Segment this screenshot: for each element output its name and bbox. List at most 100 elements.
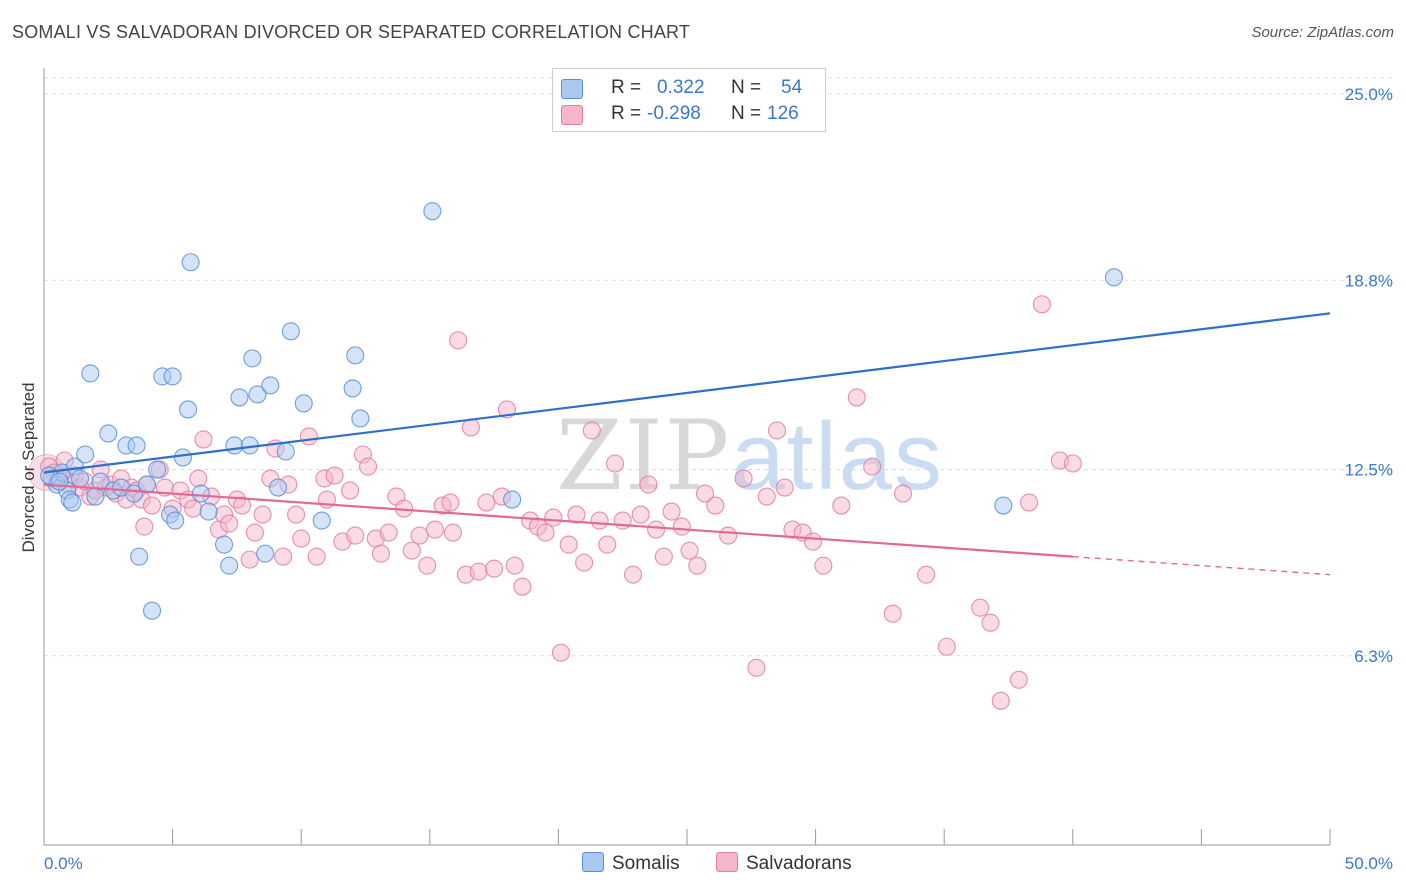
- somali-point: [269, 478, 288, 497]
- somali-r-label: R =: [611, 77, 642, 98]
- somali-point: [243, 349, 262, 368]
- salvadoran-point: [341, 481, 360, 500]
- salvadoran-r-label: R =: [611, 103, 642, 124]
- salvadoran-n-value: 126: [767, 103, 799, 124]
- salvadoran-point: [590, 511, 609, 530]
- salvadoran-point: [220, 514, 239, 533]
- salvadoran-point: [1063, 454, 1082, 473]
- salvadoran-point: [706, 496, 725, 515]
- y-tick-label: 18.8%: [1345, 271, 1393, 290]
- salvadoran-point: [662, 502, 681, 521]
- salvadoran-point: [623, 565, 643, 584]
- salvadoran-point: [1020, 493, 1039, 512]
- salvadoran-point: [847, 388, 866, 407]
- somali-point: [173, 448, 192, 467]
- y-axis-label: Divorced or Separated: [19, 382, 38, 552]
- salvadoran-point: [863, 457, 882, 476]
- salvadoran-point: [695, 484, 715, 503]
- somali-trend-line: [43, 312, 1331, 474]
- somali-point: [225, 436, 244, 455]
- salvadoran-swatch: [561, 105, 583, 125]
- salvadoran-point: [307, 547, 326, 566]
- salvadoran-point: [379, 523, 398, 542]
- salvadoran-point: [485, 559, 504, 578]
- salvadoran-point: [245, 523, 264, 542]
- salvadoran-r-value: -0.298: [647, 103, 701, 124]
- salvadoran-trend-line: [43, 483, 1073, 558]
- salvadoran-point: [567, 505, 586, 524]
- somali-point: [248, 385, 267, 404]
- somali-point: [994, 496, 1013, 515]
- salvadoran-point: [1009, 670, 1028, 689]
- salvadoran-point: [253, 505, 272, 524]
- salvadoran-point: [767, 421, 787, 440]
- somali-point: [181, 253, 200, 272]
- salvadoran-point: [1032, 295, 1051, 314]
- salvadoran-point: [299, 427, 318, 446]
- salvadoran-point: [883, 604, 902, 623]
- salvadoran-point: [325, 466, 344, 485]
- salvadoran-point: [505, 556, 524, 575]
- correlation-legend: R = 0.322 N = 54 R = -0.298 N = 126: [552, 68, 826, 132]
- somali-point: [256, 544, 275, 563]
- salvadoran-point: [232, 496, 252, 515]
- salvadoran-point: [814, 556, 833, 575]
- salvadoran-point: [142, 496, 162, 515]
- somali-point: [81, 364, 100, 383]
- salvadoran-trend-extension: [1072, 555, 1331, 576]
- somali-point: [294, 394, 313, 413]
- y-tick-label: 12.5%: [1345, 461, 1393, 480]
- somali-point: [220, 556, 239, 575]
- salvadoran-point: [402, 541, 421, 560]
- salvadoran-point: [513, 577, 532, 596]
- somali-point: [343, 379, 362, 398]
- chart-source: Source: ZipAtlas.com: [1251, 24, 1394, 41]
- somali-point: [148, 460, 167, 479]
- somali-point: [276, 442, 295, 461]
- axis-layer: [43, 68, 1331, 846]
- point-layer: [28, 202, 1124, 710]
- salvadoran-point: [775, 478, 794, 497]
- somali-point: [351, 409, 370, 428]
- grid-layer: [44, 77, 1395, 657]
- somali-point: [142, 601, 162, 620]
- trend-layer: [43, 312, 1331, 576]
- somali-point: [163, 367, 182, 386]
- somali-point: [281, 322, 300, 341]
- salvadoran-point: [477, 493, 496, 512]
- salvadoran-point: [410, 526, 429, 545]
- y-tick-label: 25.0%: [1345, 85, 1393, 104]
- somali-point: [312, 511, 331, 530]
- salvadoran-point: [240, 550, 259, 569]
- salvadoran-point: [194, 430, 213, 449]
- salvadoran-point: [359, 457, 378, 476]
- somali-point: [199, 502, 218, 521]
- salvadorans-swatch: [716, 852, 738, 872]
- somali-point: [214, 535, 234, 554]
- salvadoran-point: [418, 556, 437, 575]
- salvadoran-point: [135, 517, 154, 536]
- salvadoran-point: [274, 547, 293, 566]
- salvadoran-point: [747, 658, 766, 677]
- chart-title: SOMALI VS SALVADORAN DIVORCED OR SEPARAT…: [12, 22, 691, 42]
- salvadoran-point: [559, 535, 578, 554]
- somali-n-label: N =: [731, 77, 762, 98]
- salvadoran-point: [575, 553, 594, 572]
- bottom-legend-somalis: Somalis: [582, 852, 680, 875]
- salvadoran-point: [469, 562, 488, 581]
- salvadoran-point: [893, 484, 913, 503]
- somali-point: [137, 475, 156, 494]
- somali-point: [76, 445, 95, 464]
- somali-point: [423, 202, 442, 221]
- somali-point: [191, 484, 210, 503]
- somali-point: [124, 484, 144, 503]
- somali-point: [230, 388, 249, 407]
- x-tick-label-end: 50.0%: [1345, 854, 1393, 873]
- salvadoran-point: [598, 535, 617, 554]
- salvadoran-point: [582, 421, 601, 440]
- somali-point: [50, 472, 69, 491]
- x-tick-label-start: 0.0%: [44, 854, 83, 873]
- somali-point: [86, 487, 105, 506]
- somali-point: [178, 400, 198, 419]
